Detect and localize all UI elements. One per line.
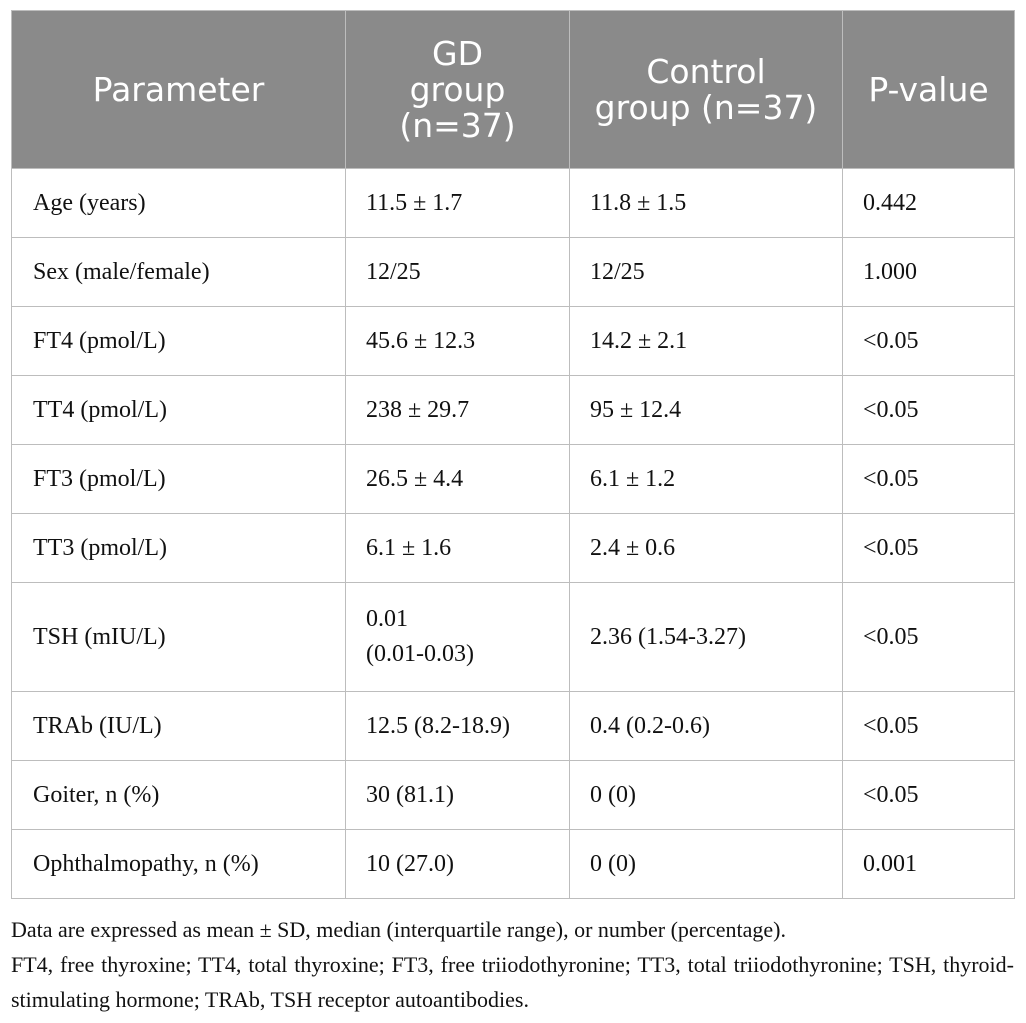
cell-p-value: <0.05 (842, 691, 1015, 761)
table-row: Age (years) 11.5 ± 1.7 11.8 ± 1.5 0.442 (11, 168, 1015, 238)
cell-control-group: 11.8 ± 1.5 (569, 168, 843, 238)
table-row: Goiter, n (%) 30 (81.1) 0 (0) <0.05 (11, 760, 1015, 830)
cell-gd-group: 238 ± 29.7 (345, 375, 570, 445)
table-body: Age (years) 11.5 ± 1.7 11.8 ± 1.5 0.442 … (11, 168, 1015, 899)
cell-p-value: <0.05 (842, 582, 1015, 692)
cell-p-value: <0.05 (842, 760, 1015, 830)
cell-parameter: FT4 (pmol/L) (11, 306, 346, 376)
cell-control-group: 2.4 ± 0.6 (569, 513, 843, 583)
table-row: TRAb (IU/L) 12.5 (8.2-18.9) 0.4 (0.2-0.6… (11, 691, 1015, 761)
cell-parameter: Age (years) (11, 168, 346, 238)
table-row: TSH (mIU/L) 0.01 (0.01-0.03) 2.36 (1.54-… (11, 582, 1015, 692)
cell-p-value: <0.05 (842, 444, 1015, 514)
cell-gd-group: 26.5 ± 4.4 (345, 444, 570, 514)
cell-control-group: 12/25 (569, 237, 843, 307)
cell-control-group: 95 ± 12.4 (569, 375, 843, 445)
cell-parameter: TT4 (pmol/L) (11, 375, 346, 445)
cell-parameter: TRAb (IU/L) (11, 691, 346, 761)
cell-gd-group: 11.5 ± 1.7 (345, 168, 570, 238)
cell-gd-group: 12/25 (345, 237, 570, 307)
cell-gd-group: 6.1 ± 1.6 (345, 513, 570, 583)
cell-parameter: Ophthalmopathy, n (%) (11, 829, 346, 899)
cell-parameter: Sex (male/female) (11, 237, 346, 307)
cell-gd-group: 45.6 ± 12.3 (345, 306, 570, 376)
table-footnote: Data are expressed as mean ± SD, median … (11, 912, 1014, 1017)
cell-control-group: 2.36 (1.54-3.27) (569, 582, 843, 692)
cell-parameter: Goiter, n (%) (11, 760, 346, 830)
cell-p-value: 0.001 (842, 829, 1015, 899)
table-row: FT4 (pmol/L) 45.6 ± 12.3 14.2 ± 2.1 <0.0… (11, 306, 1015, 376)
cell-control-group: 0 (0) (569, 760, 843, 830)
footnote-abbreviations: FT4, free thyroxine; TT4, total thyroxin… (11, 952, 1014, 1012)
cell-control-group: 0.4 (0.2-0.6) (569, 691, 843, 761)
table-row: Ophthalmopathy, n (%) 10 (27.0) 0 (0) 0.… (11, 829, 1015, 899)
cell-gd-group: 10 (27.0) (345, 829, 570, 899)
cell-gd-group: 30 (81.1) (345, 760, 570, 830)
cell-p-value: <0.05 (842, 375, 1015, 445)
cell-control-group: 14.2 ± 2.1 (569, 306, 843, 376)
table-header: Parameter GD group (n=37) Control group … (11, 10, 1015, 169)
header-gd-group: GD group (n=37) (345, 10, 570, 169)
data-table-container: Parameter GD group (n=37) Control group … (11, 10, 1015, 899)
cell-p-value: <0.05 (842, 513, 1015, 583)
cell-p-value: 1.000 (842, 237, 1015, 307)
header-p-value: P-value (842, 10, 1015, 169)
data-table: Parameter GD group (n=37) Control group … (11, 10, 1015, 899)
cell-gd-group: 0.01 (0.01-0.03) (345, 582, 570, 692)
cell-control-group: 6.1 ± 1.2 (569, 444, 843, 514)
cell-p-value: <0.05 (842, 306, 1015, 376)
cell-p-value: 0.442 (842, 168, 1015, 238)
cell-control-group: 0 (0) (569, 829, 843, 899)
header-control-group: Control group (n=37) (569, 10, 843, 169)
header-row: Parameter GD group (n=37) Control group … (11, 10, 1015, 169)
table-row: TT3 (pmol/L) 6.1 ± 1.6 2.4 ± 0.6 <0.05 (11, 513, 1015, 583)
table-row: TT4 (pmol/L) 238 ± 29.7 95 ± 12.4 <0.05 (11, 375, 1015, 445)
header-parameter: Parameter (11, 10, 346, 169)
table-row: FT3 (pmol/L) 26.5 ± 4.4 6.1 ± 1.2 <0.05 (11, 444, 1015, 514)
cell-parameter: TSH (mIU/L) (11, 582, 346, 692)
cell-parameter: TT3 (pmol/L) (11, 513, 346, 583)
cell-parameter: FT3 (pmol/L) (11, 444, 346, 514)
table-row: Sex (male/female) 12/25 12/25 1.000 (11, 237, 1015, 307)
footnote-data-expression: Data are expressed as mean ± SD, median … (11, 917, 787, 942)
cell-gd-group: 12.5 (8.2-18.9) (345, 691, 570, 761)
